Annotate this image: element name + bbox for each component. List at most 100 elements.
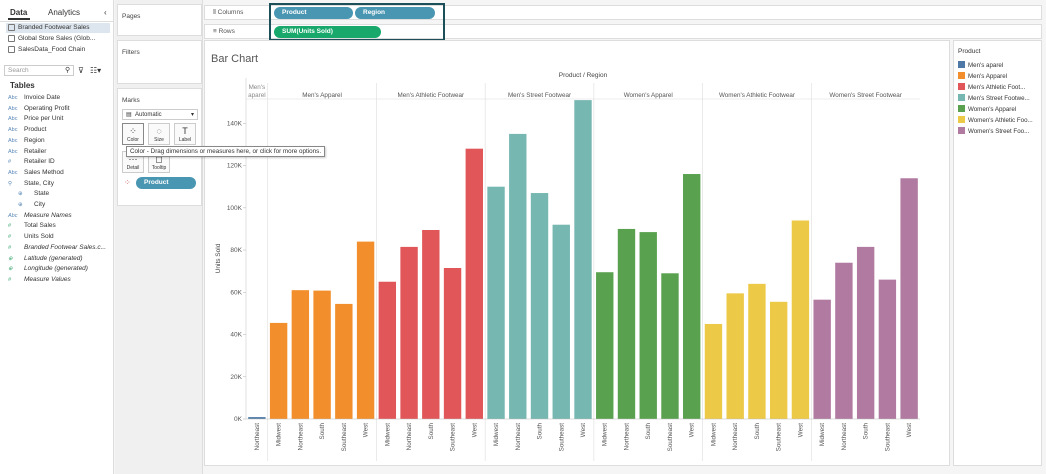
bar [813,299,831,419]
rows-label-text: Rows [218,28,235,35]
mark-type-value: Automatic [135,112,162,118]
search-box[interactable]: Search ⚲ [4,65,74,76]
field-item[interactable]: # Retailer ID [8,157,55,167]
x-tick-label: Midwest [710,423,717,446]
legend-item[interactable]: Women's Apparel [958,105,1040,113]
datasource-item[interactable]: Branded Footwear Sales [6,23,110,33]
field-item[interactable]: # Branded Footwear Sales.c... [8,243,106,253]
detail-label: Detail [126,165,140,171]
field-type-icon: ⚲ [8,180,13,187]
field-item[interactable]: # Measure Values [8,275,71,285]
tables-header: Tables [10,81,35,90]
tab-analytics[interactable]: Analytics [48,8,81,17]
region-column-pill[interactable]: Region [355,7,435,19]
field-item[interactable]: # Total Sales [8,221,56,231]
legend-swatch [958,105,965,112]
legend-item[interactable]: Men's Street Footwe... [958,94,1040,102]
columns-label: ⦀ Columns [213,9,243,17]
field-item[interactable]: ⊕ City [18,200,45,210]
color-button[interactable]: ⁘ Color [122,123,144,145]
field-item[interactable]: Abc Sales Method [8,168,64,178]
y-tick-label: 140K [227,120,243,127]
group-header: Women's Street Footwear [829,92,901,99]
size-label: Size [154,137,164,143]
field-name: State, City [24,179,54,187]
size-button[interactable]: ◌ Size [148,123,170,145]
legend-item[interactable]: Men's Athletic Foot... [958,83,1040,91]
color-label: Color [127,137,139,143]
field-item[interactable]: ⊕ Latitude (generated) [8,254,83,264]
x-tick-label: Northeast [297,423,304,451]
legend-label: Men's aparel [968,62,1004,69]
legend-item[interactable]: Men's aparel [958,61,1040,69]
field-type-icon: Abc [8,127,18,134]
legend-item[interactable]: Women's Athletic Foo... [958,116,1040,124]
y-tick-label: 120K [227,163,243,170]
collapse-pane-icon[interactable]: ‹ [104,8,107,17]
datasource-item[interactable]: Global Store Sales (Glob... [6,34,110,44]
bar [704,323,723,419]
datasource-item[interactable]: SalesData_Food Chain [6,45,110,55]
bar [530,193,549,419]
cards-column: Pages Filters Marks ▤ Automatic ▾ ⁘ Color… [115,0,203,474]
field-item[interactable]: Abc Invoice Date [8,93,60,103]
view-options-icon[interactable]: ☷▾ [90,66,102,75]
rows-shelf[interactable]: ≡ Rows [204,24,1042,39]
field-type-icon: # [8,159,12,166]
filter-icon[interactable]: ⊽ [78,66,84,75]
pages-card[interactable]: Pages [117,4,202,36]
sum-units-sold-pill[interactable]: SUM(Units Sold) [274,26,381,38]
field-item[interactable]: Abc Region [8,136,45,146]
legend-item[interactable]: Men's Apparel [958,72,1040,80]
x-tick-label: Southeast [341,423,348,452]
product-column-pill[interactable]: Product [274,7,353,19]
field-name: Retailer ID [24,158,55,166]
field-name: Measure Values [24,275,71,283]
x-tick-label: Midwest [384,423,391,446]
field-type-icon: ⊕ [18,191,23,198]
bar [552,224,570,419]
field-item[interactable]: Abc Operating Profit [8,104,70,114]
y-axis-label: Units Sold [215,243,222,273]
field-item[interactable]: # Units Sold [8,232,54,242]
columns-label-text: Columns [217,9,244,16]
field-item[interactable]: ⊕ State [18,189,49,199]
field-item[interactable]: Abc Price per Unit [8,114,63,124]
label-label: Label [178,137,192,143]
field-item[interactable]: Abc Product [8,125,46,135]
field-item[interactable]: Abc Measure Names [8,211,72,221]
rows-label: ≡ Rows [213,28,235,35]
field-name: Invoice Date [24,94,61,101]
bar [574,100,592,419]
mark-type-dropdown[interactable]: ▤ Automatic ▾ [122,109,198,120]
field-name: City [34,201,46,208]
y-tick-label: 100K [227,205,243,212]
database-icon [8,46,15,53]
search-icon[interactable]: ⚲ [65,67,71,74]
chart-title: Bar Chart [211,53,258,65]
legend-item[interactable]: Women's Street Foo... [958,127,1040,135]
field-item[interactable]: ⚲ State, City [8,179,54,189]
x-tick-label: Northeast [515,423,522,451]
field-name: Branded Footwear Sales.c... [24,243,107,251]
y-tick-label: 60K [230,289,242,296]
field-name: Measure Names [24,211,72,219]
field-item[interactable]: ⊕ Longitude (generated) [8,264,88,274]
x-tick-label: West [906,423,913,437]
database-icon [8,24,15,31]
label-button[interactable]: T Label [174,123,196,145]
x-tick-label: Southeast [667,423,674,452]
bar [509,133,527,419]
tab-data[interactable]: Data [10,8,28,17]
x-tick-label: Northeast [732,423,739,451]
bar [487,186,505,419]
data-pane: Data Analytics ‹ Branded Footwear Sales … [0,0,114,474]
x-tick-label: Northeast [841,423,848,451]
bar [596,272,614,419]
group-header-line2: aparel [248,92,266,99]
field-item[interactable]: Abc Retailer [8,147,46,157]
legend-swatch [958,127,965,134]
bar [356,241,375,419]
filters-card[interactable]: Filters [117,40,202,84]
product-color-pill[interactable]: Product [136,177,196,189]
